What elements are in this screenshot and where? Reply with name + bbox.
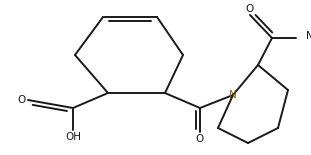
- Text: O: O: [196, 134, 204, 144]
- Text: OH: OH: [65, 132, 81, 142]
- Text: O: O: [17, 95, 25, 105]
- Text: N: N: [229, 90, 237, 100]
- Text: O: O: [246, 4, 254, 14]
- Text: NH₂: NH₂: [306, 31, 311, 41]
